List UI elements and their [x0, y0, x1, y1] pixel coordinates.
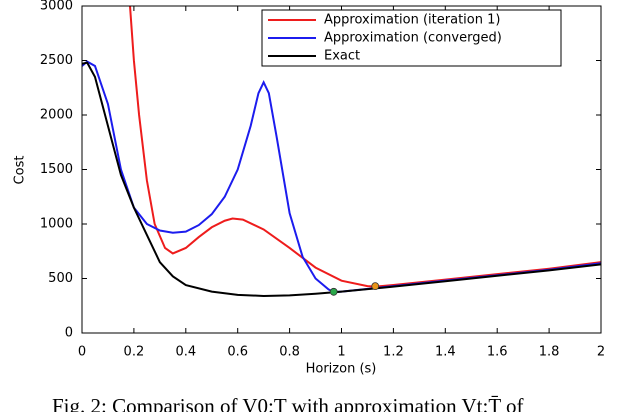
y-tick-label: 500 — [48, 271, 73, 286]
x-tick-label: 1.6 — [487, 345, 508, 360]
caption: Fig. 2: Comparison of V0:T with approxim… — [52, 394, 524, 412]
y-tick-label: 2000 — [40, 108, 73, 123]
series-line — [82, 61, 601, 297]
x-tick-label: 1 — [337, 345, 345, 360]
y-tick-label: 0 — [65, 326, 73, 341]
x-tick-label: 1.2 — [383, 345, 404, 360]
legend-label: Approximation (iteration 1) — [324, 13, 500, 28]
plot-frame — [81, 5, 602, 334]
x-tick-label: 2 — [597, 345, 605, 360]
x-tick-label: 0.4 — [175, 345, 196, 360]
series-line — [82, 60, 601, 294]
series-line — [129, 6, 601, 288]
y-tick-label: 1000 — [40, 217, 73, 232]
x-tick-label: 1.4 — [435, 345, 456, 360]
y-tick-label: 2500 — [40, 53, 73, 68]
x-tick-label: 1.8 — [539, 345, 560, 360]
x-tick-label: 0.6 — [227, 345, 248, 360]
legend-label: Exact — [324, 49, 360, 64]
x-tick-label: 0.8 — [279, 345, 300, 360]
legend-label: Approximation (converged) — [324, 31, 502, 46]
y-tick-label: 3000 — [40, 0, 73, 14]
x-tick-label: 0.2 — [124, 345, 145, 360]
y-tick-label: 1500 — [40, 162, 73, 177]
marker-point — [371, 282, 380, 291]
x-tick-label: 0 — [78, 345, 86, 360]
marker-point — [329, 287, 338, 296]
y-axis-label: Cost — [13, 156, 28, 185]
plot-area — [82, 6, 601, 297]
x-axis-label: Horizon (s) — [306, 362, 377, 377]
